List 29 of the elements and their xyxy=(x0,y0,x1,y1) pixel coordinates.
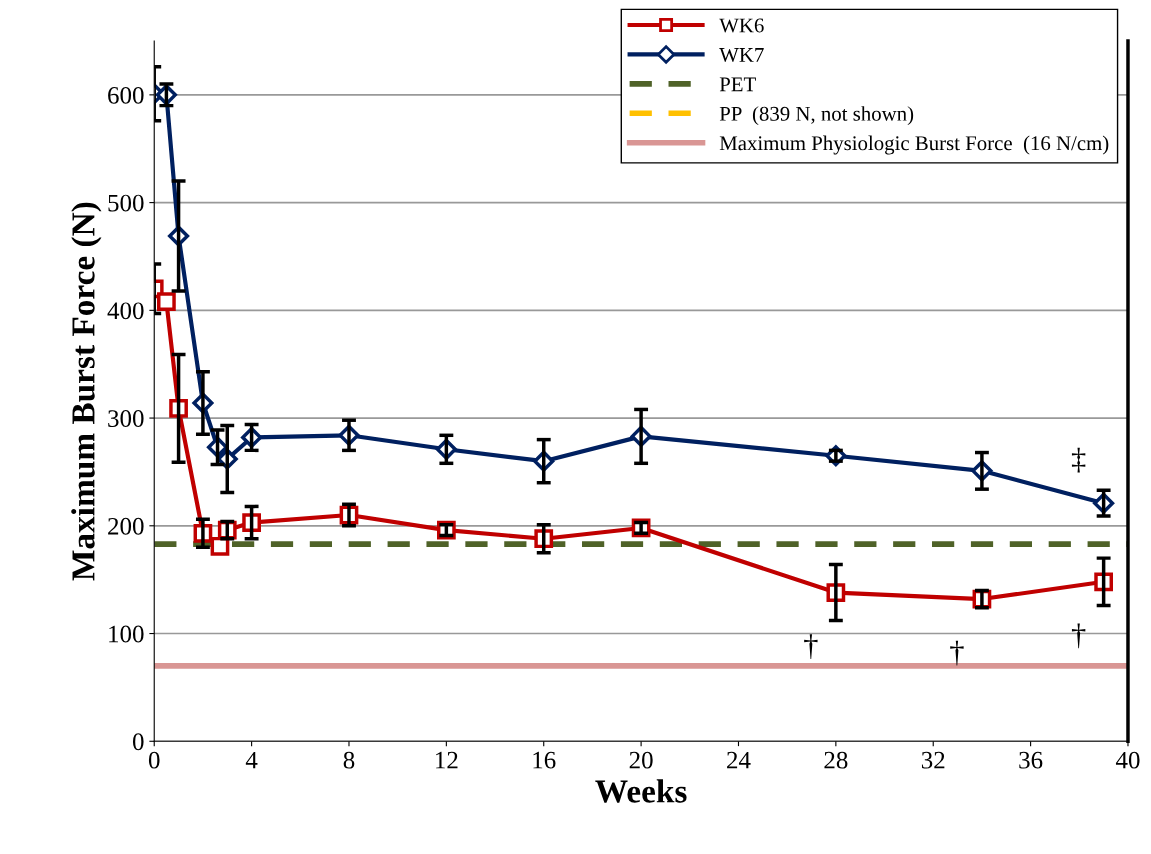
x-tick-label: 0 xyxy=(148,751,160,769)
y-tick-label: 400 xyxy=(107,302,144,320)
x-tick-label: 36 xyxy=(1019,751,1043,769)
x-tick-label: 4 xyxy=(245,751,258,769)
x-tick-label: 20 xyxy=(629,751,653,769)
y-tick-label: 500 xyxy=(108,194,144,212)
x-tick-label: 8 xyxy=(343,751,355,769)
annotation: ‡ xyxy=(1071,447,1086,473)
x-tick-label: 28 xyxy=(824,751,848,769)
x-tick-label: 24 xyxy=(727,751,751,769)
legend-label: PET xyxy=(719,77,756,92)
annotation: † xyxy=(950,640,964,666)
x-tick-label: 32 xyxy=(921,751,945,769)
annotation: † xyxy=(1071,623,1086,649)
legend-label: WK6 xyxy=(719,18,764,33)
y-tick-label: 600 xyxy=(108,86,144,104)
y-axis-title: Maximum Burst Force (N) xyxy=(71,202,102,581)
x-tick-label: 12 xyxy=(436,751,458,769)
y-tick-label: 100 xyxy=(109,625,144,643)
x-tick-label: 40 xyxy=(1115,751,1140,769)
y-tick-label: 0 xyxy=(132,733,144,751)
text: PP (839 N, not shown) xyxy=(719,106,914,126)
y-tick-label: 200 xyxy=(108,517,144,535)
annotation: † xyxy=(804,634,818,660)
x-axis-title: Weeks xyxy=(595,779,687,803)
legend-label: Maximum Physiologic Burst Force (16 N/cm) xyxy=(719,135,1109,155)
y-tick-label: 300 xyxy=(108,410,144,427)
x-tick-label: 16 xyxy=(533,751,556,769)
legend-label: WK7 xyxy=(719,48,764,63)
